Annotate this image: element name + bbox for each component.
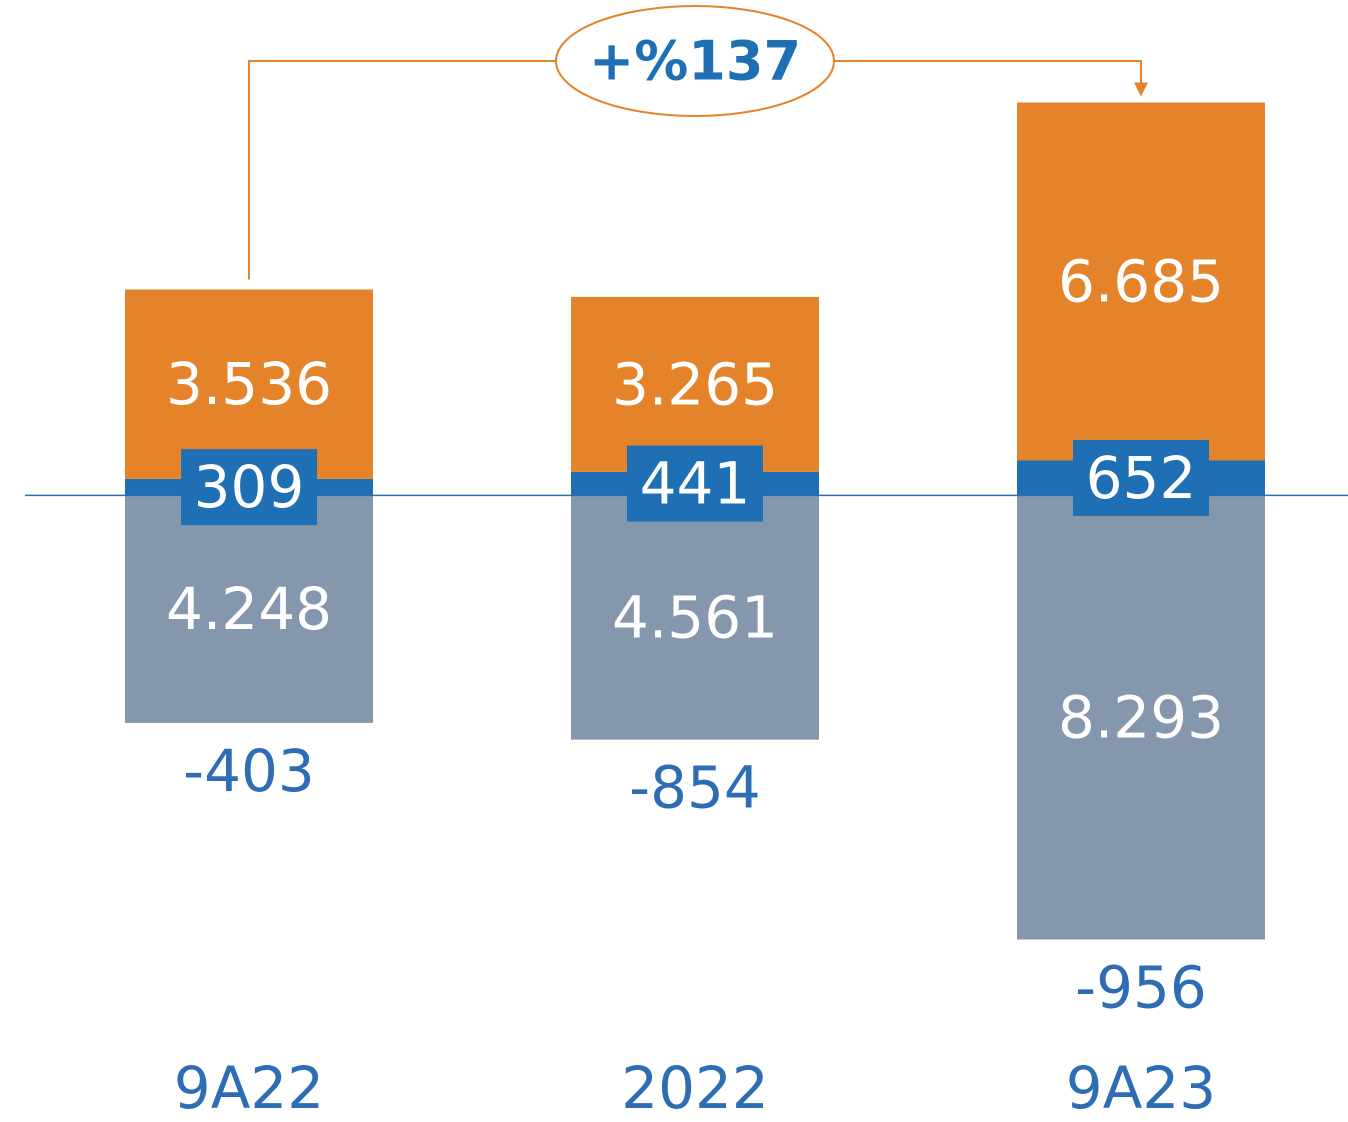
annotation-ellipse (555, 5, 835, 117)
label-box (181, 449, 317, 526)
bar-segment (1017, 102, 1265, 461)
annotation-text: +%137 (589, 30, 801, 93)
label-box (1073, 439, 1209, 516)
data-label: 3.536 (166, 350, 332, 418)
data-label: 3.265 (612, 350, 778, 418)
label-box (627, 445, 763, 522)
data-label: 441 (640, 450, 751, 518)
x-tick-label: 9A22 (174, 1054, 324, 1122)
data-label: 4.248 (166, 575, 332, 643)
bar-segment (1017, 495, 1265, 940)
data-label: 4.561 (612, 584, 778, 652)
data-label: 652 (1086, 444, 1197, 512)
arrowhead (1134, 82, 1148, 97)
bar-segment (125, 289, 373, 479)
bar-segment (571, 296, 819, 472)
net-label: -854 (629, 754, 761, 822)
x-tick-label: 9A23 (1066, 1054, 1216, 1122)
data-label: 309 (194, 453, 305, 521)
x-tick-label: 2022 (621, 1054, 769, 1122)
bar-segment (125, 495, 373, 723)
data-label: 6.685 (1058, 247, 1224, 315)
net-label: -956 (1075, 954, 1207, 1022)
bar-segment (571, 495, 819, 740)
net-label: -403 (183, 737, 315, 805)
data-label: 8.293 (1058, 683, 1224, 751)
